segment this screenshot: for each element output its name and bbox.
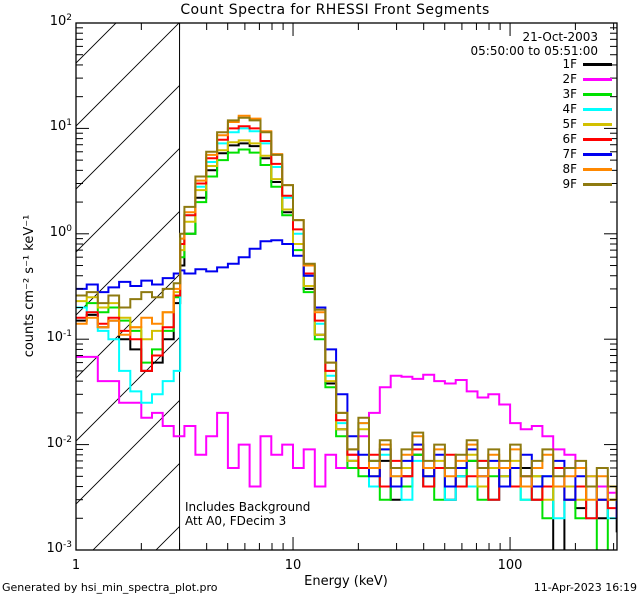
attenuator-note: Att A0, FDecim 3 [185, 514, 287, 528]
legend-label-5F: 5F [562, 117, 577, 131]
legend-label-6F: 6F [562, 132, 577, 146]
legend-label-8F: 8F [562, 162, 577, 176]
legend-label-1F: 1F [562, 57, 577, 71]
legend-item-3F: 3F [562, 87, 612, 101]
spectra-series-group [76, 114, 617, 550]
x-tick-label-100: 100 [497, 558, 523, 573]
y-tick-label-10e-3: 10-3 [46, 540, 72, 556]
plot-timestamp: 11-Apr-2023 16:19 [533, 581, 637, 594]
y-tick-label-10e-2: 10-2 [46, 434, 72, 451]
y-tick-label-10e1: 101 [49, 118, 72, 135]
plot-frame [75, 22, 618, 551]
legend-label-2F: 2F [562, 72, 577, 86]
legend-item-8F: 8F [562, 162, 612, 176]
axis-ticks [75, 22, 617, 551]
legend-swatch-1F [583, 62, 612, 66]
legend-item-4F: 4F [562, 102, 612, 116]
x-tick-label-10: 10 [284, 558, 302, 573]
legend-item-9F: 9F [562, 177, 612, 191]
legend-item-7F: 7F [562, 147, 612, 161]
legend-swatch-5F [583, 122, 612, 126]
x-tick-label-1: 1 [71, 558, 81, 573]
page-title: Count Spectra for RHESSI Front Segments [180, 2, 490, 18]
legend-swatch-3F [583, 92, 612, 96]
series-1F-line [76, 142, 617, 550]
legend-label-3F: 3F [562, 87, 577, 101]
y-axis-label: counts cm⁻² s⁻¹ keV⁻¹ [21, 214, 37, 358]
legend-swatch-4F [583, 107, 612, 111]
y-tick-label-10e2: 102 [49, 13, 72, 29]
legend-swatch-6F [583, 137, 612, 141]
observation-date: 21-Oct-2003 [522, 30, 598, 44]
x-axis-label: Energy (keV) [304, 574, 388, 589]
legend-swatch-9F [583, 182, 612, 186]
legend-swatch-7F [583, 152, 612, 156]
hatch-region [76, 23, 180, 550]
legend-item-2F: 2F [562, 72, 612, 86]
y-tick-label-10e0: 100 [49, 223, 72, 240]
legend-item-6F: 6F [562, 132, 612, 146]
legend-label-4F: 4F [562, 102, 577, 116]
legend-label-9F: 9F [562, 177, 577, 191]
legend-label-7F: 7F [562, 147, 577, 161]
background-note: Includes Background [185, 500, 311, 514]
legend-swatch-2F [583, 77, 612, 81]
legend-item-1F: 1F [562, 57, 612, 71]
legend-swatch-8F [583, 167, 612, 171]
y-tick-label-10e-1: 10-1 [46, 329, 72, 346]
legend-item-5F: 5F [562, 117, 612, 131]
observation-time-range: 05:50:00 to 05:51:00 [470, 44, 598, 58]
series-3F-line [76, 148, 617, 550]
series-9F-line [76, 116, 617, 501]
generated-by-text: Generated by hsi_min_spectra_plot.pro [2, 581, 218, 594]
